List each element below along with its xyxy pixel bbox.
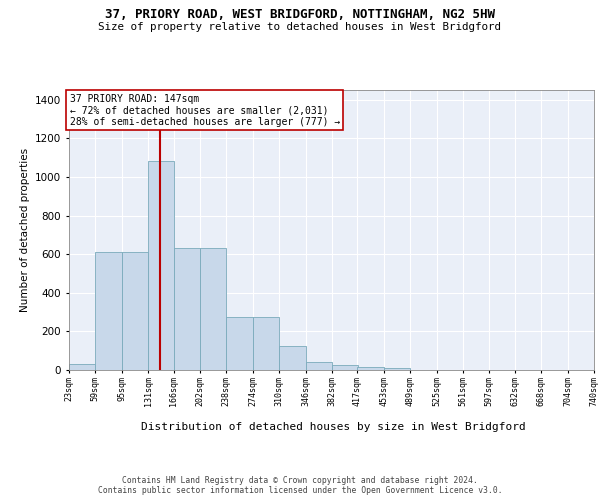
Bar <box>279 346 305 370</box>
Y-axis label: Number of detached properties: Number of detached properties <box>20 148 29 312</box>
Bar <box>332 365 358 370</box>
Bar <box>122 252 148 370</box>
Bar <box>358 366 384 370</box>
Text: 37, PRIORY ROAD, WEST BRIDGFORD, NOTTINGHAM, NG2 5HW: 37, PRIORY ROAD, WEST BRIDGFORD, NOTTING… <box>105 8 495 20</box>
Bar <box>69 364 95 370</box>
Bar <box>305 362 332 370</box>
Text: Size of property relative to detached houses in West Bridgford: Size of property relative to detached ho… <box>98 22 502 32</box>
Bar <box>174 248 200 370</box>
Bar <box>384 368 410 370</box>
Bar <box>253 317 279 370</box>
Text: Contains HM Land Registry data © Crown copyright and database right 2024.
Contai: Contains HM Land Registry data © Crown c… <box>98 476 502 495</box>
Text: Distribution of detached houses by size in West Bridgford: Distribution of detached houses by size … <box>140 422 526 432</box>
Bar <box>95 252 122 370</box>
Bar <box>148 162 175 370</box>
Bar <box>200 248 226 370</box>
Bar <box>226 317 253 370</box>
Text: 37 PRIORY ROAD: 147sqm
← 72% of detached houses are smaller (2,031)
28% of semi-: 37 PRIORY ROAD: 147sqm ← 72% of detached… <box>70 94 340 127</box>
